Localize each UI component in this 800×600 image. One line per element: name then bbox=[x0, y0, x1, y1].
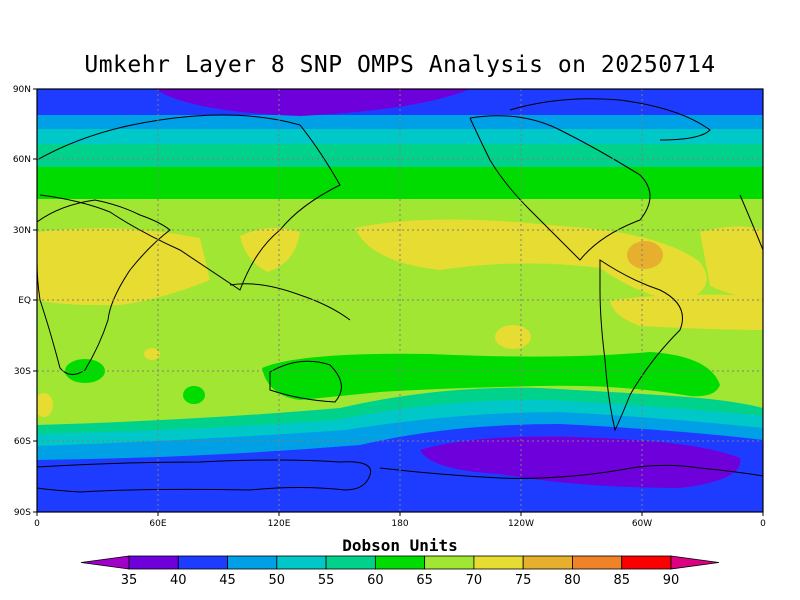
lon-label: 0 bbox=[34, 519, 40, 529]
grid-lines bbox=[37, 89, 763, 512]
lat-label: 30S bbox=[14, 367, 31, 377]
colorbar-level-label: 90 bbox=[663, 573, 680, 588]
lat-label: 60S bbox=[14, 437, 31, 447]
colorbar-level-label: 80 bbox=[564, 573, 581, 588]
colorbar-level-label: 55 bbox=[318, 573, 335, 588]
colorbar-swatch bbox=[621, 555, 672, 570]
colorbar-swatch bbox=[177, 555, 228, 570]
lon-label: 180 bbox=[391, 519, 408, 529]
colorbar-swatch bbox=[424, 555, 475, 570]
colorbar-level-label: 65 bbox=[416, 573, 433, 588]
colorbar-swatch bbox=[276, 555, 327, 570]
colorbar-level-label: 85 bbox=[613, 573, 630, 588]
lat-label: 30N bbox=[13, 226, 31, 236]
map-title: Umkehr Layer 8 SNP OMPS Analysis on 2025… bbox=[84, 52, 716, 78]
colorbar-swatch bbox=[572, 555, 623, 570]
colorbar-arrow-high bbox=[670, 555, 720, 570]
colorbar-swatch bbox=[128, 555, 179, 570]
colorbar-swatch bbox=[374, 555, 426, 570]
colorbar-level-label: 70 bbox=[466, 573, 483, 588]
colorbar-level-label: 40 bbox=[170, 573, 187, 588]
colorbar-swatch bbox=[227, 555, 278, 570]
colorbar-level-label: 50 bbox=[269, 573, 286, 588]
colorbar-arrow-low bbox=[80, 555, 130, 570]
lat-label: EQ bbox=[18, 296, 31, 306]
colorbar-swatch bbox=[325, 555, 376, 570]
colorbar-swatch bbox=[473, 555, 524, 570]
lon-label: 60W bbox=[632, 519, 652, 529]
colorbar-level-label: 75 bbox=[515, 573, 532, 588]
lon-label: 0 bbox=[760, 519, 766, 529]
lon-label: 120E bbox=[268, 519, 291, 529]
lat-label: 60N bbox=[13, 155, 31, 165]
colorbar-level-label: 35 bbox=[121, 573, 138, 588]
coastlines bbox=[37, 98, 763, 493]
lon-label: 60E bbox=[149, 519, 166, 529]
lat-axis: 90N 60N 30N EQ 30S 60S 90S bbox=[13, 85, 37, 518]
lat-label: 90N bbox=[13, 85, 31, 95]
colorbar-level-label: 60 bbox=[367, 573, 384, 588]
lon-axis: 0 60E 120E 180 120W 60W 0 bbox=[34, 512, 766, 529]
colorbar-swatch bbox=[522, 555, 573, 570]
colorbar: 35 40 45 50 55 60 65 70 75 80 85 90 bbox=[80, 555, 720, 588]
lon-label: 120W bbox=[508, 519, 534, 529]
colorbar-level-label: 45 bbox=[219, 573, 236, 588]
lat-label: 90S bbox=[14, 508, 31, 518]
colorbar-title: Dobson Units bbox=[342, 536, 458, 555]
